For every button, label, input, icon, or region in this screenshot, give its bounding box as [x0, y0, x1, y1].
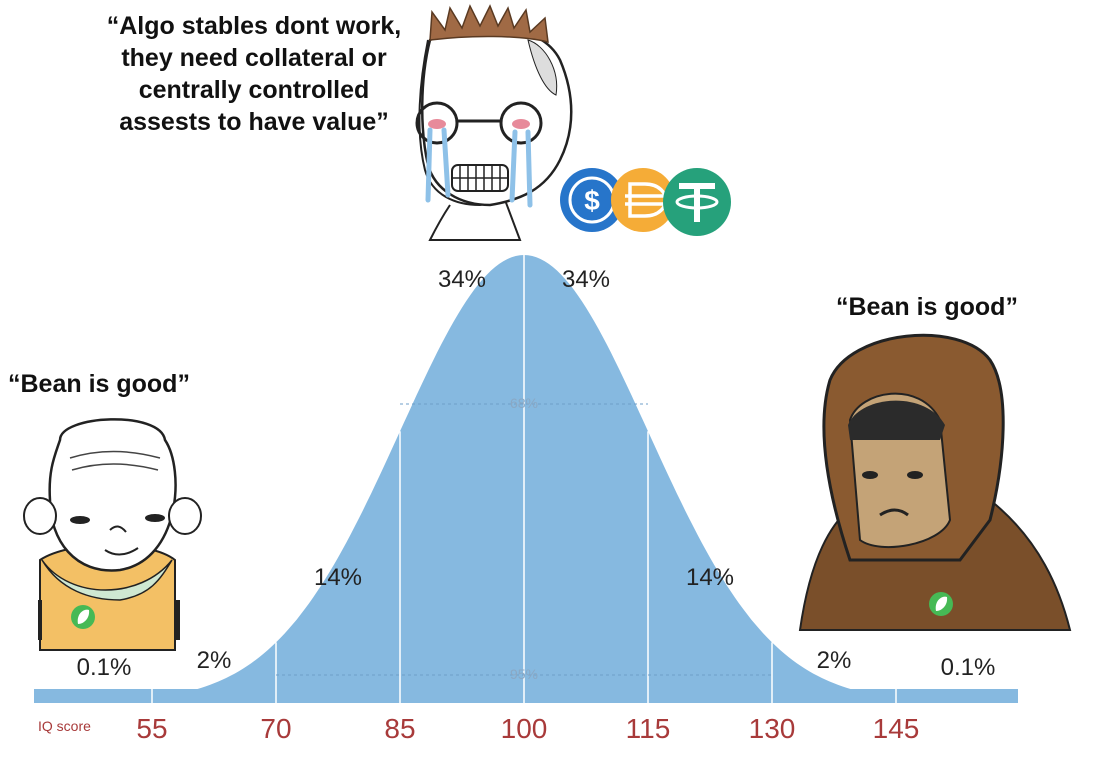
iq-tick-label: 145 — [873, 713, 920, 744]
left-quote-text: “Bean is good” — [8, 370, 190, 398]
iq-tick-label: 55 — [136, 713, 167, 744]
tether-icon — [663, 168, 731, 236]
iq-bell-curve-chart: 68% 95% 0.1% 2% 14% 34% 34% 14% 2% 0.1% 55 70 85 1… — [34, 255, 1018, 744]
band-percent-label: 34% — [562, 266, 610, 293]
simple-wojak-character — [23, 418, 202, 651]
iq-tick-label: 85 — [384, 713, 415, 744]
band-percent-label: 2% — [817, 647, 852, 674]
iq-tick-label: 100 — [501, 713, 548, 744]
iq-tick-label: 115 — [626, 713, 671, 744]
one-sigma-label: 68% — [510, 395, 538, 411]
band-percent-label: 14% — [314, 564, 362, 591]
band-percent-label: 14% — [686, 564, 734, 591]
bean-logo-icon — [71, 605, 95, 629]
two-sigma-label: 95% — [510, 666, 538, 682]
top-quote-text: “Algo stables dont work, they need colla… — [106, 12, 402, 136]
band-percent-label: 0.1% — [77, 654, 132, 681]
band-percent-label: 34% — [438, 266, 486, 293]
band-percent-label: 2% — [197, 647, 232, 674]
svg-text:$: $ — [584, 185, 600, 216]
bean-logo-icon — [929, 592, 953, 616]
band-percent-labels: 0.1% 2% 14% 34% 34% 14% 2% 0.1% — [77, 266, 996, 681]
curve-area — [34, 255, 1018, 703]
x-axis-label: IQ score — [38, 718, 91, 734]
sigma-divider-lines — [151, 255, 897, 703]
crying-wojak-character — [415, 4, 573, 241]
usdc-icon: $ — [560, 168, 624, 232]
iq-tick-labels: 55 70 85 100 115 130 145 — [136, 713, 919, 744]
band-percent-label: 0.1% — [941, 654, 996, 681]
hooded-monk-character — [798, 333, 1072, 631]
iq-tick-label: 130 — [749, 713, 796, 744]
iq-tick-label: 70 — [260, 713, 291, 744]
right-quote-text: “Bean is good” — [836, 293, 1018, 321]
